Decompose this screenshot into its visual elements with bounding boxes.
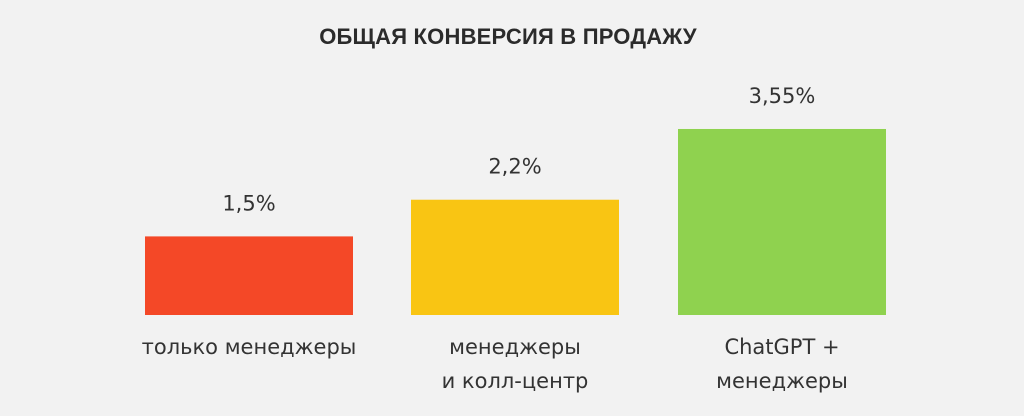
- data-label-1: 1,5%: [222, 191, 275, 215]
- category-label-2-line-1: менеджеры: [449, 335, 581, 359]
- category-label-3-line-2: менеджеры: [716, 369, 848, 393]
- category-label-2-line-2: и колл-центр: [442, 369, 589, 393]
- bar-2: [411, 199, 619, 315]
- chart-title: ОБЩАЯ КОНВЕРСИЯ В ПРОДАЖУ: [319, 24, 697, 49]
- data-label-2: 2,2%: [488, 155, 541, 179]
- bar-1: [145, 236, 353, 315]
- data-label-3: 3,55%: [749, 84, 816, 108]
- category-label-3-line-1: ChatGPT +: [724, 335, 839, 359]
- category-label-1-line-1: только менеджеры: [142, 335, 357, 359]
- bar-3: [678, 128, 886, 315]
